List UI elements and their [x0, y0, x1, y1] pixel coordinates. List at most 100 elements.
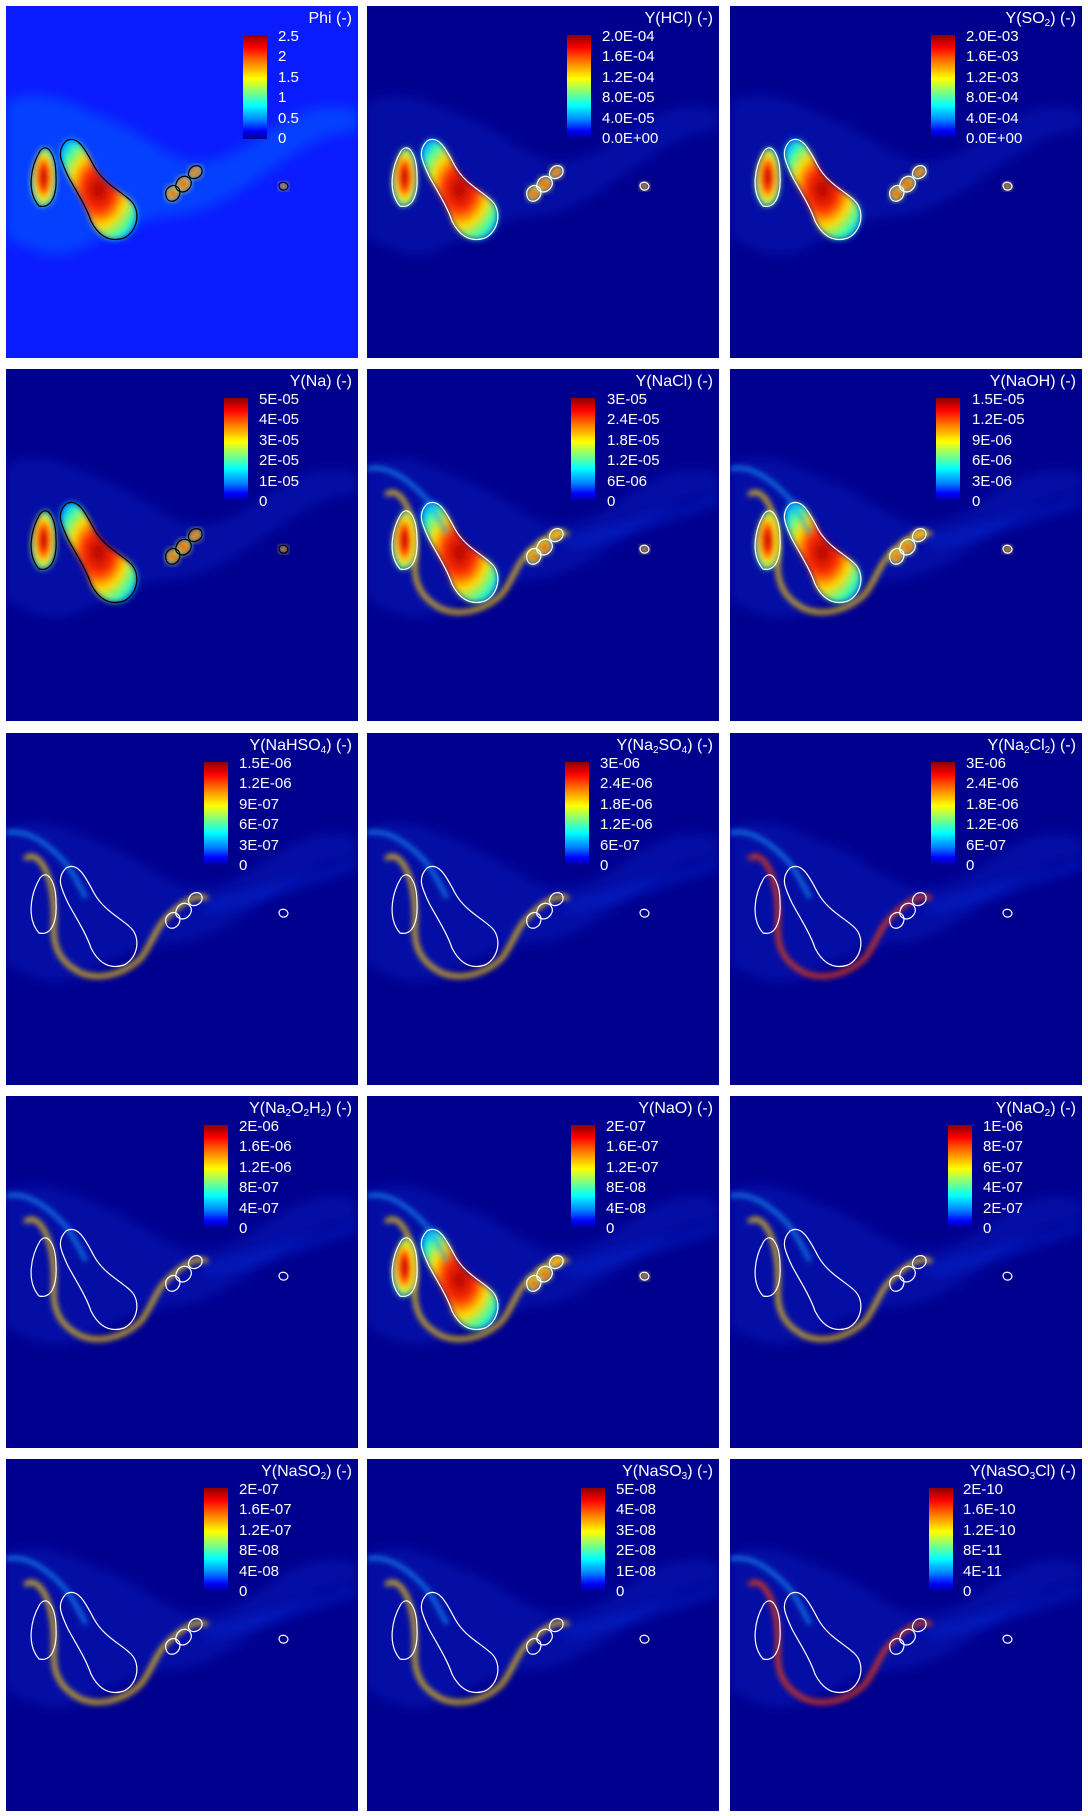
stoichiometric-contour — [165, 547, 181, 565]
colorbar-tick-label: 8.0E-05 — [602, 89, 655, 107]
colorbar-tick-label: 0 — [972, 493, 981, 510]
reaction-arm — [367, 1193, 449, 1262]
stoichiometric-contour — [911, 892, 927, 907]
reaction-arm — [730, 1556, 812, 1625]
stoichiometric-contour — [420, 1228, 499, 1331]
downstream-tail — [929, 1586, 1082, 1637]
colorbar — [571, 398, 595, 502]
flame-core — [279, 545, 288, 554]
colorbar-title: Y(NaCl) (-) — [635, 373, 713, 390]
colorbar-tick-label: 6E-06 — [607, 472, 648, 490]
stoichiometric-contour — [59, 138, 138, 241]
stoichiometric-contour — [889, 1637, 905, 1655]
colorbar-tick-label: 6E-07 — [239, 816, 280, 834]
colorbar-tick-label: 0 — [983, 1220, 992, 1237]
colorbar-tick-label: 2.5 — [278, 28, 299, 45]
stoichiometric-contour — [754, 874, 781, 934]
colorbar-tick-label: 0 — [239, 1583, 248, 1600]
colorbar-tick-label: 1.2E-06 — [966, 816, 1019, 834]
colorbar-title: Y(Na2O2H2) (-) — [249, 1100, 352, 1119]
stoichiometric-contour — [754, 1237, 781, 1297]
colorbar-tick-label: 5E-08 — [616, 1481, 657, 1498]
colorbar-tick-label: 1.5E-05 — [972, 391, 1025, 408]
colorbar-tick-label: 2E-06 — [239, 1118, 280, 1135]
flame-core — [536, 176, 553, 192]
contour-field — [367, 1096, 719, 1448]
reaction-arm — [730, 1193, 812, 1262]
downstream-tail — [205, 1586, 358, 1637]
downstream-tail — [929, 496, 1082, 547]
field-panel: Y(NaSO3) (-) 5E-08 4E-08 3E-08 2E-08 1E-08 0 — [367, 1459, 719, 1811]
stoichiometric-contour — [391, 510, 418, 570]
stoichiometric-contour — [278, 544, 289, 554]
colorbar-tick-label: 6E-06 — [972, 452, 1013, 470]
colorbar-tick-label: 2.0E-03 — [966, 28, 1019, 45]
colorbar-tick-label: 2.0E-04 — [602, 28, 655, 45]
downstream-tail — [566, 496, 719, 547]
flame-core — [279, 182, 288, 191]
colorbar-tick-label: 1.6E-07 — [239, 1501, 292, 1519]
downstream-tail — [205, 1223, 358, 1274]
colorbar-tick-label: 1.2E-07 — [239, 1521, 292, 1539]
stoichiometric-contour — [391, 1600, 418, 1660]
colorbar-ticks: 1.5E-05 1.2E-05 9E-06 6E-06 3E-06 0 — [972, 391, 1062, 511]
stoichiometric-contour — [783, 865, 862, 968]
colorbar-title: Y(Na2Cl2) (-) — [987, 737, 1076, 756]
colorbar-tick-label: 0 — [616, 1583, 625, 1600]
colorbar-tick-label: 6E-07 — [983, 1158, 1024, 1176]
downstream-tail — [929, 1223, 1082, 1274]
colorbar-title: Y(SO2) (-) — [1005, 10, 1076, 29]
stoichiometric-contour — [536, 175, 553, 193]
colorbar-tick-label: 1.6E-07 — [606, 1138, 659, 1156]
colorbar-ticks: 1.5E-06 1.2E-06 9E-07 6E-07 3E-07 0 — [239, 755, 329, 875]
colorbar — [581, 1488, 605, 1592]
flame-core — [640, 1272, 649, 1281]
colorbar-tick-label: 8E-08 — [606, 1179, 647, 1197]
colorbar — [931, 35, 955, 139]
flame-core — [640, 545, 649, 554]
colorbar-tick-label: 2.4E-06 — [600, 775, 653, 793]
stoichiometric-contour — [278, 908, 289, 918]
colorbar-title: Y(Na2SO4) (-) — [616, 737, 713, 756]
flame-core — [175, 176, 192, 192]
colorbar-tick-label: 1.2E-07 — [606, 1158, 659, 1176]
downstream-tail — [566, 860, 719, 911]
colorbar-tick-label: 1.2E-06 — [239, 775, 292, 793]
stoichiometric-contour — [175, 1628, 192, 1646]
colorbar-tick-label: 1.8E-06 — [600, 795, 653, 813]
stoichiometric-contour — [889, 547, 905, 565]
field-panel: Y(Na2Cl2) (-) 3E-06 2.4E-06 1.8E-06 1.2E-06 6… — [730, 733, 1082, 1085]
stoichiometric-contour — [639, 908, 650, 918]
field-panel: Y(NaHSO4) (-) 1.5E-06 1.2E-06 9E-07 6E-07 3E-… — [6, 733, 358, 1085]
stoichiometric-contour — [187, 528, 203, 543]
contour-field — [6, 733, 358, 1085]
colorbar — [243, 35, 267, 139]
field-panel: Y(NaO2) (-) 1E-06 8E-07 6E-07 4E-07 2E-07 0 — [730, 1096, 1082, 1448]
stoichiometric-contour — [30, 874, 57, 934]
colorbar-tick-label: 1E-06 — [983, 1118, 1024, 1135]
colorbar-title: Phi (-) — [308, 10, 352, 27]
flame-core — [755, 147, 781, 207]
colorbar-tick-label: 1.2E-05 — [972, 411, 1025, 429]
colorbar-tick-label: 0.0E+00 — [966, 130, 1023, 147]
colorbar-tick-label: 0.5 — [278, 109, 299, 127]
stoichiometric-contour — [548, 892, 564, 907]
colorbar-tick-label: 4E-08 — [239, 1562, 280, 1580]
colorbar-ticks: 5E-08 4E-08 3E-08 2E-08 1E-08 0 — [616, 1481, 706, 1601]
colorbar-tick-label: 2.4E-05 — [607, 411, 660, 429]
stoichiometric-contour — [420, 501, 499, 604]
colorbar-tick-label: 4E-11 — [963, 1562, 1002, 1580]
colorbar — [567, 35, 591, 139]
field-panel: Y(HCl) (-) 2.0E-04 1.6E-04 1.2E-04 8.0E-05 4.… — [367, 6, 719, 358]
colorbar-tick-label: 1E-05 — [259, 472, 300, 490]
stoichiometric-contour — [526, 184, 542, 202]
colorbar-tick-label: 4E-07 — [983, 1179, 1024, 1197]
flame-core — [60, 139, 137, 240]
colorbar-tick-label: 2 — [278, 48, 287, 66]
stoichiometric-contour — [59, 865, 138, 968]
colorbar — [571, 1125, 595, 1229]
colorbar-tick-label: 1.5 — [278, 68, 299, 86]
colorbar-ticks: 2.0E-04 1.6E-04 1.2E-04 8.0E-05 4.0E-05 0.0E+… — [602, 28, 692, 148]
colorbar-tick-label: 0 — [606, 1220, 615, 1237]
colorbar-tick-label: 1.5E-06 — [239, 755, 292, 772]
